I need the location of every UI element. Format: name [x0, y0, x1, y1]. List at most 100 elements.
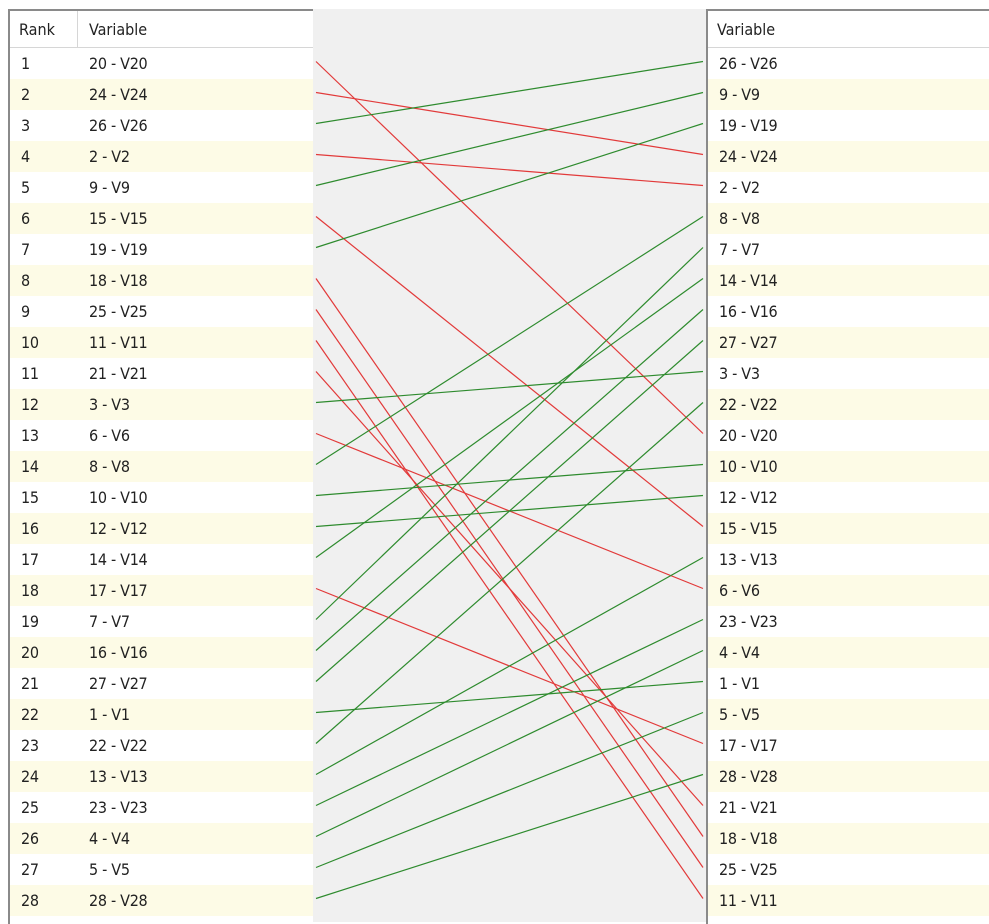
rank-change-line	[315, 371, 704, 806]
rank-change-line	[315, 91, 704, 187]
table-row[interactable]: 17 14 - V14	[10, 544, 315, 575]
variable-cell: 1 - V1	[719, 674, 760, 693]
right-ranking-table: Variable 26 - V26 9 - V9 19 - V19 24 - V24 2…	[706, 9, 989, 924]
table-row[interactable]: 11 21 - V21	[10, 358, 315, 389]
table-row[interactable]: 1 20 - V20	[10, 48, 315, 79]
table-row[interactable]: 8 - V8	[708, 203, 989, 234]
rank-cell: 6	[21, 209, 30, 228]
variable-cell: 11 - V11	[89, 333, 148, 352]
table-row[interactable]: 23 22 - V22	[10, 730, 315, 761]
table-row[interactable]: 21 27 - V27	[10, 668, 315, 699]
table-row[interactable]: 22 1 - V1	[10, 699, 315, 730]
rank-change-line	[315, 309, 704, 651]
rank-cell: 2	[21, 85, 30, 104]
table-row[interactable]: 15 10 - V10	[10, 482, 315, 513]
table-row[interactable]: 22 - V22	[708, 389, 989, 420]
table-row[interactable]: 20 16 - V16	[10, 637, 315, 668]
table-row[interactable]: 5 - V5	[708, 699, 989, 730]
table-row[interactable]: 24 - V24	[708, 141, 989, 172]
table-row[interactable]: 13 6 - V6	[10, 420, 315, 451]
table-row[interactable]: 9 - V9	[708, 79, 989, 110]
table-row[interactable]: 25 23 - V23	[10, 792, 315, 823]
rank-cell: 17	[21, 550, 39, 569]
table-row[interactable]: 4 - V4	[708, 637, 989, 668]
table-row[interactable]: 14 8 - V8	[10, 451, 315, 482]
variable-cell: 18 - V18	[719, 829, 778, 848]
table-row[interactable]: 6 15 - V15	[10, 203, 315, 234]
variable-cell: 17 - V17	[89, 581, 148, 600]
table-row[interactable]: 3 26 - V26	[10, 110, 315, 141]
table-row[interactable]: 28 - V28	[708, 761, 989, 792]
variable-cell: 28 - V28	[89, 891, 148, 910]
table-row[interactable]: 10 - V10	[708, 451, 989, 482]
rank-change-line	[315, 215, 704, 466]
left-variable-column-header[interactable]: Variable	[89, 19, 148, 39]
right-variable-column-header[interactable]: Variable	[717, 19, 776, 39]
variable-cell: 9 - V9	[719, 85, 760, 104]
rank-cell: 21	[21, 674, 39, 693]
rank-cell: 8	[21, 271, 30, 290]
rank-change-line	[315, 61, 704, 434]
table-row[interactable]: 9 25 - V25	[10, 296, 315, 327]
table-row[interactable]: 24 13 - V13	[10, 761, 315, 792]
table-row[interactable]: 18 - V18	[708, 823, 989, 854]
table-row[interactable]: 28 28 - V28	[10, 885, 315, 916]
variable-cell: 1 - V1	[89, 705, 130, 724]
table-row[interactable]: 20 - V20	[708, 420, 989, 451]
rank-change-line	[315, 340, 704, 899]
table-row[interactable]: 21 - V21	[708, 792, 989, 823]
variable-cell: 9 - V9	[89, 178, 130, 197]
variable-cell: 20 - V20	[89, 54, 148, 73]
table-row[interactable]: 19 - V19	[708, 110, 989, 141]
table-row[interactable]: 14 - V14	[708, 265, 989, 296]
table-row[interactable]: 27 - V27	[708, 327, 989, 358]
table-row[interactable]: 15 - V15	[708, 513, 989, 544]
table-row[interactable]: 6 - V6	[708, 575, 989, 606]
variable-cell: 23 - V23	[719, 612, 778, 631]
table-row[interactable]: 7 19 - V19	[10, 234, 315, 265]
table-row[interactable]: 4 2 - V2	[10, 141, 315, 172]
table-row[interactable]: 1 - V1	[708, 668, 989, 699]
table-row[interactable]: 13 - V13	[708, 544, 989, 575]
variable-cell: 7 - V7	[89, 612, 130, 631]
table-row[interactable]: 16 12 - V12	[10, 513, 315, 544]
table-row[interactable]: 3 - V3	[708, 358, 989, 389]
table-row[interactable]: 19 7 - V7	[10, 606, 315, 637]
table-row[interactable]: 2 - V2	[708, 172, 989, 203]
rank-cell: 1	[21, 54, 30, 73]
table-row[interactable]: 17 - V17	[708, 730, 989, 761]
rank-column-header[interactable]: Rank	[10, 11, 78, 48]
table-row[interactable]: 16 - V16	[708, 296, 989, 327]
variable-cell: 28 - V28	[719, 767, 778, 786]
rank-change-line	[315, 680, 704, 714]
table-row[interactable]: 11 - V11	[708, 885, 989, 916]
variable-cell: 26 - V26	[719, 54, 778, 73]
table-row[interactable]: 7 - V7	[708, 234, 989, 265]
variable-cell: 7 - V7	[719, 240, 760, 259]
table-row[interactable]: 23 - V23	[708, 606, 989, 637]
rank-change-line	[315, 618, 704, 807]
table-row[interactable]: 8 18 - V18	[10, 265, 315, 296]
variable-cell: 11 - V11	[719, 891, 778, 910]
table-row[interactable]: 10 11 - V11	[10, 327, 315, 358]
table-row[interactable]: 26 4 - V4	[10, 823, 315, 854]
variable-cell: 24 - V24	[89, 85, 148, 104]
table-row[interactable]: 12 3 - V3	[10, 389, 315, 420]
rank-change-lines	[315, 60, 704, 900]
table-row[interactable]: 12 - V12	[708, 482, 989, 513]
variable-cell: 14 - V14	[89, 550, 148, 569]
variable-cell: 19 - V19	[719, 116, 778, 135]
rank-cell: 9	[21, 302, 30, 321]
table-row[interactable]: 25 - V25	[708, 854, 989, 885]
variable-cell: 25 - V25	[89, 302, 148, 321]
table-row[interactable]: 27 5 - V5	[10, 854, 315, 885]
table-row[interactable]: 5 9 - V9	[10, 172, 315, 203]
table-row[interactable]: 26 - V26	[708, 48, 989, 79]
variable-cell: 17 - V17	[719, 736, 778, 755]
rank-cell: 27	[21, 860, 39, 879]
rank-cell: 22	[21, 705, 39, 724]
rank-change-line	[315, 402, 704, 744]
table-row[interactable]: 18 17 - V17	[10, 575, 315, 606]
table-row[interactable]: 2 24 - V24	[10, 79, 315, 110]
variable-cell: 5 - V5	[719, 705, 760, 724]
